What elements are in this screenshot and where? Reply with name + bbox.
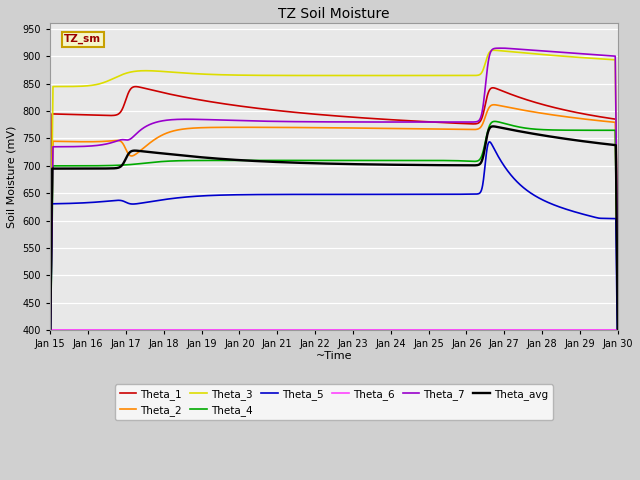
Line: Theta_3: Theta_3 bbox=[50, 50, 618, 318]
Theta_5 bbox=[323, 192, 330, 197]
Title: TZ Soil Moisture: TZ Soil Moisture bbox=[278, 7, 390, 21]
Theta_5 bbox=[598, 216, 605, 221]
Theta_2 bbox=[598, 118, 605, 124]
Theta_7 bbox=[498, 45, 506, 51]
Theta_avg bbox=[323, 161, 330, 167]
X-axis label: ~Time: ~Time bbox=[316, 350, 352, 360]
Theta_6 bbox=[323, 327, 330, 333]
Theta_3 bbox=[76, 84, 83, 89]
Theta_5 bbox=[307, 192, 315, 197]
Line: Theta_5: Theta_5 bbox=[50, 142, 618, 373]
Theta_5 bbox=[76, 200, 83, 206]
Theta_4 bbox=[493, 119, 501, 125]
Theta_6 bbox=[307, 327, 315, 333]
Theta_1 bbox=[493, 86, 501, 92]
Theta_7 bbox=[493, 45, 501, 51]
Theta_5 bbox=[493, 152, 501, 158]
Theta_7 bbox=[614, 275, 621, 281]
Line: Theta_2: Theta_2 bbox=[50, 105, 618, 345]
Text: TZ_sm: TZ_sm bbox=[65, 34, 102, 45]
Theta_3 bbox=[490, 48, 498, 53]
Theta_avg bbox=[598, 141, 605, 146]
Theta_4 bbox=[598, 127, 605, 133]
Theta_7 bbox=[598, 52, 605, 58]
Theta_3 bbox=[307, 72, 315, 78]
Theta_4 bbox=[307, 157, 315, 163]
Theta_2 bbox=[46, 342, 54, 348]
Theta_1 bbox=[76, 112, 83, 118]
Theta_4 bbox=[46, 355, 54, 360]
Line: Theta_1: Theta_1 bbox=[50, 86, 618, 320]
Theta_2 bbox=[614, 312, 621, 317]
Theta_1 bbox=[614, 317, 621, 323]
Theta_4 bbox=[598, 127, 605, 133]
Theta_2 bbox=[323, 125, 330, 131]
Theta_5 bbox=[46, 362, 54, 368]
Theta_1 bbox=[598, 114, 605, 120]
Theta_5 bbox=[598, 216, 605, 221]
Line: Theta_4: Theta_4 bbox=[50, 121, 618, 358]
Theta_6 bbox=[614, 327, 621, 333]
Theta_2 bbox=[76, 139, 83, 144]
Theta_6 bbox=[597, 327, 605, 333]
Theta_avg bbox=[490, 123, 497, 129]
Legend: Theta_1, Theta_2, Theta_3, Theta_4, Theta_5, Theta_6, Theta_7, Theta_avg: Theta_1, Theta_2, Theta_3, Theta_4, Thet… bbox=[115, 384, 552, 420]
Theta_avg bbox=[307, 160, 315, 166]
Theta_1 bbox=[323, 112, 330, 118]
Theta_1 bbox=[308, 111, 316, 117]
Theta_1 bbox=[46, 314, 54, 320]
Theta_5 bbox=[614, 370, 621, 376]
Theta_3 bbox=[614, 277, 621, 283]
Theta_3 bbox=[493, 48, 501, 53]
Theta_7 bbox=[323, 119, 330, 125]
Line: Theta_7: Theta_7 bbox=[50, 48, 618, 348]
Theta_avg bbox=[76, 166, 83, 171]
Theta_1 bbox=[132, 84, 140, 89]
Y-axis label: Soil Moisture (mV): Soil Moisture (mV) bbox=[7, 126, 17, 228]
Theta_2 bbox=[307, 125, 315, 131]
Theta_4 bbox=[76, 163, 83, 169]
Theta_2 bbox=[598, 118, 605, 124]
Theta_avg bbox=[46, 343, 54, 349]
Theta_2 bbox=[493, 102, 501, 108]
Theta_avg bbox=[614, 331, 621, 336]
Theta_1 bbox=[598, 114, 605, 120]
Theta_2 bbox=[490, 102, 498, 108]
Theta_6 bbox=[76, 327, 83, 333]
Theta_4 bbox=[614, 316, 621, 322]
Theta_5 bbox=[486, 139, 493, 145]
Theta_7 bbox=[598, 52, 605, 58]
Theta_4 bbox=[323, 157, 330, 163]
Theta_3 bbox=[46, 315, 54, 321]
Theta_avg bbox=[598, 141, 605, 146]
Theta_7 bbox=[46, 345, 54, 351]
Theta_6 bbox=[493, 327, 501, 333]
Theta_avg bbox=[493, 124, 501, 130]
Theta_7 bbox=[307, 119, 315, 125]
Theta_3 bbox=[323, 72, 330, 78]
Theta_6 bbox=[598, 327, 605, 333]
Line: Theta_avg: Theta_avg bbox=[50, 126, 618, 346]
Theta_7 bbox=[76, 144, 83, 149]
Theta_4 bbox=[491, 119, 499, 124]
Theta_3 bbox=[598, 56, 605, 62]
Theta_3 bbox=[598, 56, 605, 62]
Theta_6 bbox=[46, 327, 54, 333]
